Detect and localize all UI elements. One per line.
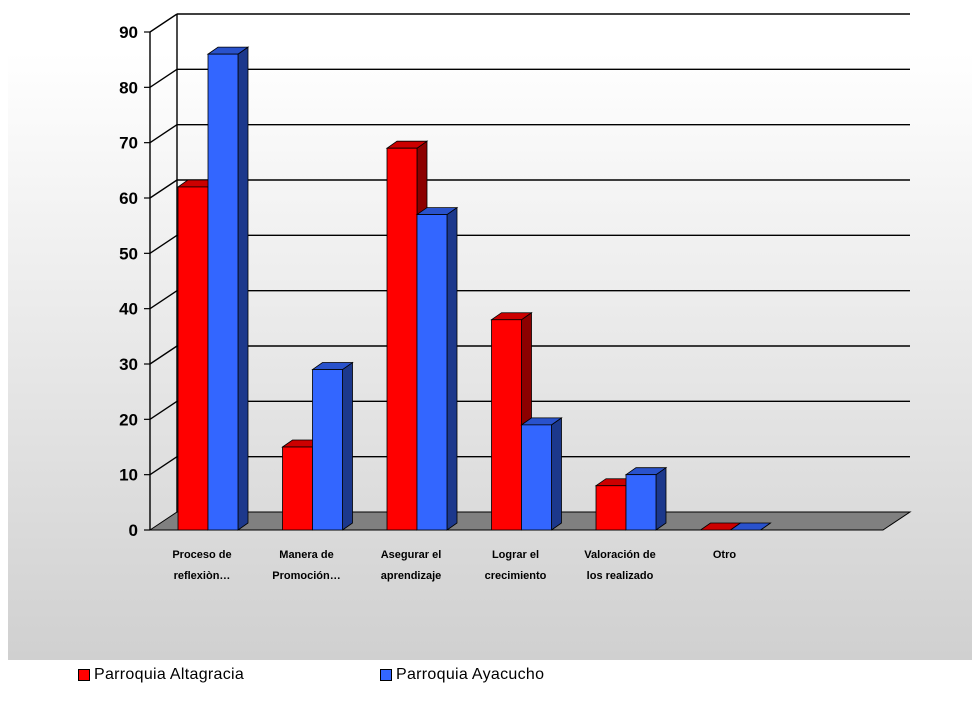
y-tick-label: 20: [119, 410, 138, 429]
legend: Parroquia Altagracia Parroquia Ayacucho: [78, 666, 778, 690]
gridline-diagonal: [149, 124, 178, 144]
bar-altagracia-0-front: [177, 186, 209, 531]
x-category-label: Valoración de los realizado: [584, 549, 656, 582]
legend-label-altagracia: Parroquia Altagracia: [94, 666, 245, 683]
y-tick-label: 60: [119, 189, 138, 208]
bar-ayacucho-4-side: [655, 466, 667, 531]
x-category-label-line: reflexiòn…: [174, 570, 231, 582]
chart-background: [8, 0, 972, 660]
gridline-diagonal: [149, 456, 178, 476]
x-category-label: Proceso de reflexiòn…: [172, 549, 231, 582]
x-category-label: Asegurar el aprendizaje: [381, 549, 442, 582]
bar-ayacucho-0: [206, 46, 250, 531]
gridline-diagonal: [149, 179, 178, 199]
y-tick-label: 50: [119, 244, 138, 263]
bar-ayacucho-4-front: [625, 474, 657, 531]
bar-ayacucho-3-front: [521, 424, 552, 531]
x-category-label-line: los realizado: [587, 570, 654, 582]
bar-ayacucho-3: [520, 417, 563, 531]
y-tick-label: 40: [119, 300, 138, 319]
bar-altagracia-3-front: [491, 319, 522, 531]
x-category-label-line: Proceso de: [172, 549, 231, 561]
y-tick-label: 10: [119, 466, 138, 485]
legend-item-altagracia: Parroquia Altagracia: [78, 666, 244, 684]
legend-swatch-ayacucho: [380, 669, 392, 681]
x-category-label-line: Manera de: [279, 549, 333, 561]
x-category-label-line: aprendizaje: [381, 570, 442, 582]
x-category-label-line: crecimiento: [485, 570, 547, 582]
bar-ayacucho-2-front: [416, 214, 448, 531]
gridline-diagonal: [149, 13, 178, 33]
gridline-diagonal: [149, 290, 178, 310]
x-category-label: Otro: [713, 549, 737, 561]
y-tick-label: 80: [119, 78, 138, 97]
bar-altagracia-4-front: [595, 485, 627, 531]
y-tick-label: 0: [129, 521, 138, 540]
y-tick-label: 90: [119, 23, 138, 42]
legend-background: [8, 660, 972, 702]
bar-ayacucho-0-side: [237, 46, 249, 531]
legend-swatch-altagracia: [78, 669, 90, 681]
y-tick-label: 70: [119, 134, 138, 153]
gridline-diagonal: [149, 400, 178, 420]
bar-ayacucho-1: [311, 361, 354, 531]
bar-ayacucho-5-top: [729, 522, 772, 531]
bar-ayacucho-1-front: [312, 369, 343, 531]
bar-ayacucho-4: [624, 466, 668, 531]
x-category-label-line: Promoción…: [272, 570, 340, 582]
gridline-diagonal: [149, 345, 178, 365]
bar-altagracia-2-front: [386, 147, 418, 531]
legend-item-ayacucho: Parroquia Ayacucho: [380, 666, 544, 684]
bar-ayacucho-5: [729, 522, 772, 531]
x-category-label-line: Valoración de: [584, 549, 656, 561]
bar-ayacucho-2: [415, 206, 459, 531]
x-category-label: Lograr el crecimiento: [485, 549, 547, 582]
x-category-label-line: Lograr el: [492, 549, 539, 561]
x-category-label-line: Asegurar el: [381, 549, 442, 561]
gridline-diagonal: [149, 68, 178, 88]
bar-ayacucho-2-side: [446, 206, 458, 531]
gridline-diagonal: [149, 234, 178, 254]
bar-altagracia-1-front: [282, 446, 313, 531]
legend-label-ayacucho: Parroquia Ayacucho: [396, 666, 545, 683]
bar-ayacucho-1-side: [342, 361, 353, 531]
bar-ayacucho-0-front: [207, 53, 239, 531]
x-category-label-line: Otro: [713, 549, 737, 561]
x-category-label: Manera de Promoción…: [272, 549, 340, 582]
bar-ayacucho-3-side: [551, 417, 562, 531]
y-tick-label: 30: [119, 355, 138, 374]
